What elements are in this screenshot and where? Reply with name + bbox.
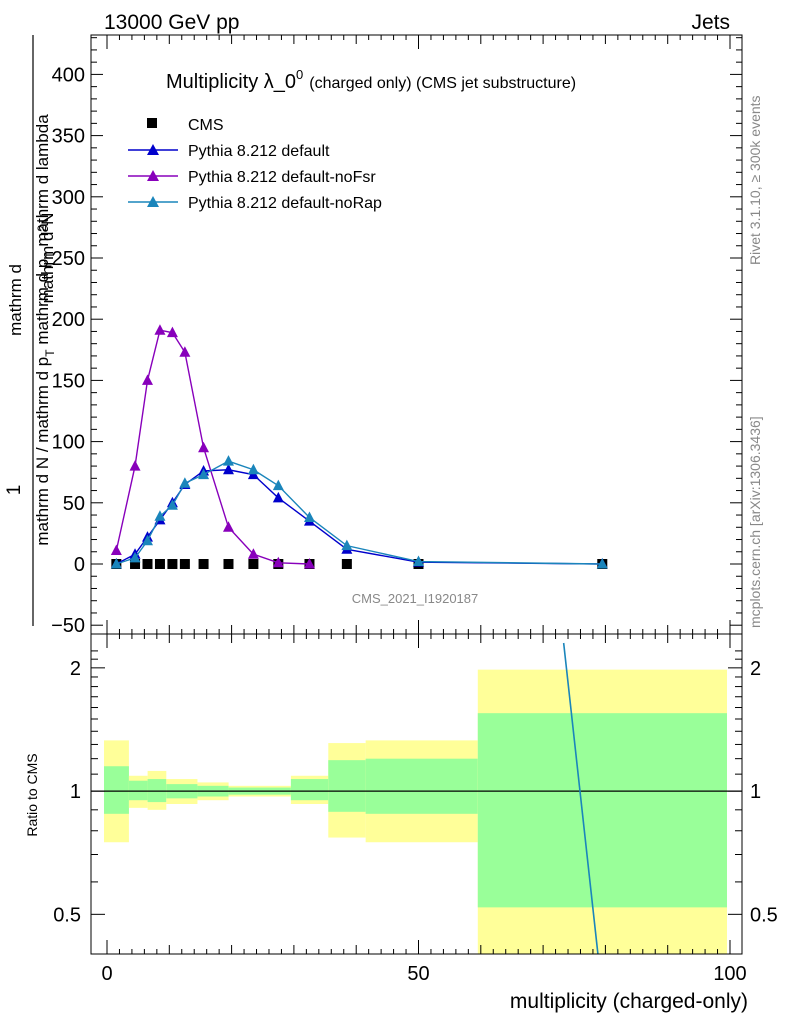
- data-point-mc: [110, 558, 122, 569]
- data-point-mc: [247, 548, 259, 559]
- rivet-version-label: Rivet 3.1.10, ≥ 300k events: [747, 95, 763, 265]
- ratio-ytick-label-right: 0.5: [750, 904, 778, 926]
- main-ytick-label: 400: [52, 64, 85, 86]
- data-point-cms: [142, 559, 153, 569]
- legend-label-default: Pythia 8.212 default: [188, 143, 330, 160]
- ratio-ytick-label: 0.5: [53, 904, 81, 926]
- ratio-y-label: Ratio to CMS: [24, 753, 40, 836]
- data-point-mc: [303, 511, 315, 522]
- data-point-mc: [596, 558, 608, 569]
- data-point-cms: [223, 559, 234, 569]
- series-line: [116, 460, 603, 565]
- legend: CMS Pythia 8.212 default Pythia 8.212 de…: [128, 117, 382, 212]
- main-ytick-label: 100: [52, 432, 85, 454]
- data-point-cms: [130, 559, 141, 569]
- data-point-mc: [272, 479, 284, 491]
- ratio-ytick-label: 2: [70, 658, 81, 680]
- data-point-mc: [198, 468, 210, 480]
- ratio-ytick-label-right: 1: [750, 781, 761, 803]
- data-point-mc: [303, 558, 315, 569]
- ratio-band-green: [128, 780, 148, 801]
- ylabel-numerator: mathrm d2N: [35, 213, 57, 304]
- legend-marker-nofsr: [147, 170, 159, 181]
- ratio-bands-layer: [104, 669, 727, 954]
- ratio-ytick-label: 1: [70, 781, 81, 803]
- x-axis-label: multiplicity (charged-only): [510, 990, 748, 1013]
- data-point-cms: [341, 559, 352, 569]
- data-point-mc: [179, 477, 191, 488]
- data-point-mc: [413, 555, 424, 567]
- data-point-mc: [129, 460, 141, 471]
- data-point-cms: [248, 559, 259, 569]
- data-point-mc: [166, 326, 178, 338]
- main-ytick-label: 200: [52, 309, 85, 331]
- data-point-mc: [222, 455, 234, 466]
- ratio-plot-frame: [90, 633, 743, 955]
- analysis-watermark: CMS_2021_I1920187: [352, 591, 479, 606]
- main-ytick-label: 0: [74, 554, 85, 576]
- data-point-cms: [167, 559, 178, 569]
- main-ytick-label: 150: [52, 370, 85, 392]
- main-x-ticks: [106, 35, 731, 634]
- header-right: Jets: [691, 11, 730, 34]
- mcplots-credit-label: mcplots.cern.ch [arXiv:1306.3436]: [747, 416, 763, 628]
- legend-label-norap: Pythia 8.212 default-noRap: [188, 195, 382, 212]
- data-point-mc: [154, 324, 166, 335]
- data-point-mc: [154, 510, 166, 521]
- ratio-band-green: [104, 766, 129, 814]
- ratio-y-axis: 0.5 0.5 1 1 2 2: [53, 650, 778, 926]
- ratio-ytick-label-right: 2: [750, 658, 761, 680]
- x-tick-label: 0: [101, 963, 112, 985]
- main-ytick-label: 300: [52, 187, 85, 209]
- data-point-cms: [154, 559, 165, 569]
- ratio-series-layer: [562, 642, 599, 955]
- data-point-mc: [272, 556, 284, 568]
- data-point-mc: [341, 539, 353, 551]
- main-y-axis: −50 0 50 100 150 200 250 300 350 400: [51, 37, 742, 637]
- legend-label-cms: CMS: [188, 117, 224, 134]
- main-series-layer: [110, 324, 608, 569]
- data-point-mc: [179, 346, 191, 357]
- main-ytick-label: −50: [51, 615, 85, 637]
- plot-title: Multiplicity λ_00(charged only) (CMS jet…: [166, 67, 576, 93]
- x-tick-label: 100: [713, 963, 746, 985]
- ratio-band-green: [290, 779, 329, 801]
- ylabel-denominator: mathrm d N / mathrm d pT mathrm d pT mat…: [33, 114, 57, 546]
- data-point-cms: [198, 559, 209, 569]
- series-line: [116, 469, 603, 565]
- series-pythia-8-212-default-norap: [110, 455, 608, 569]
- legend-marker-norap: [147, 196, 159, 207]
- ratio-band-green: [477, 713, 727, 908]
- legend-label-nofsr: Pythia 8.212 default-noFsr: [188, 169, 376, 186]
- data-point-mc: [247, 463, 259, 475]
- ylabel-one: 1: [4, 485, 25, 496]
- data-point-mc: [272, 491, 284, 503]
- ratio-series-line: [562, 642, 599, 955]
- main-y-label: mathrm d2N mathrm d 1 mathrm d N / mathr…: [4, 35, 57, 626]
- ylabel-frac-left: mathrm d: [6, 264, 25, 336]
- legend-marker-default: [147, 144, 159, 155]
- series-pythia-8-212-default-nofsr: [110, 324, 315, 569]
- data-point-mc: [110, 544, 122, 556]
- data-point-mc: [222, 521, 234, 532]
- data-point-mc: [141, 374, 153, 385]
- data-point-mc: [222, 463, 234, 475]
- legend-marker-cms: [147, 118, 157, 128]
- header-left: 13000 GeV pp: [104, 11, 239, 34]
- data-point-cms: [179, 559, 190, 569]
- data-point-mc: [198, 441, 210, 453]
- ratio-band-green: [365, 758, 478, 814]
- ratio-band-green: [328, 760, 366, 812]
- main-ytick-label: 250: [52, 248, 85, 270]
- x-tick-label: 50: [407, 963, 429, 985]
- data-point-mc: [129, 551, 141, 563]
- data-point-mc: [166, 499, 178, 510]
- ratio-x-axis: 0 50 100: [101, 634, 747, 985]
- main-ytick-label: 50: [63, 493, 85, 515]
- data-point-mc: [141, 534, 153, 546]
- series-line: [115, 329, 310, 565]
- main-ytick-label: 350: [52, 126, 85, 148]
